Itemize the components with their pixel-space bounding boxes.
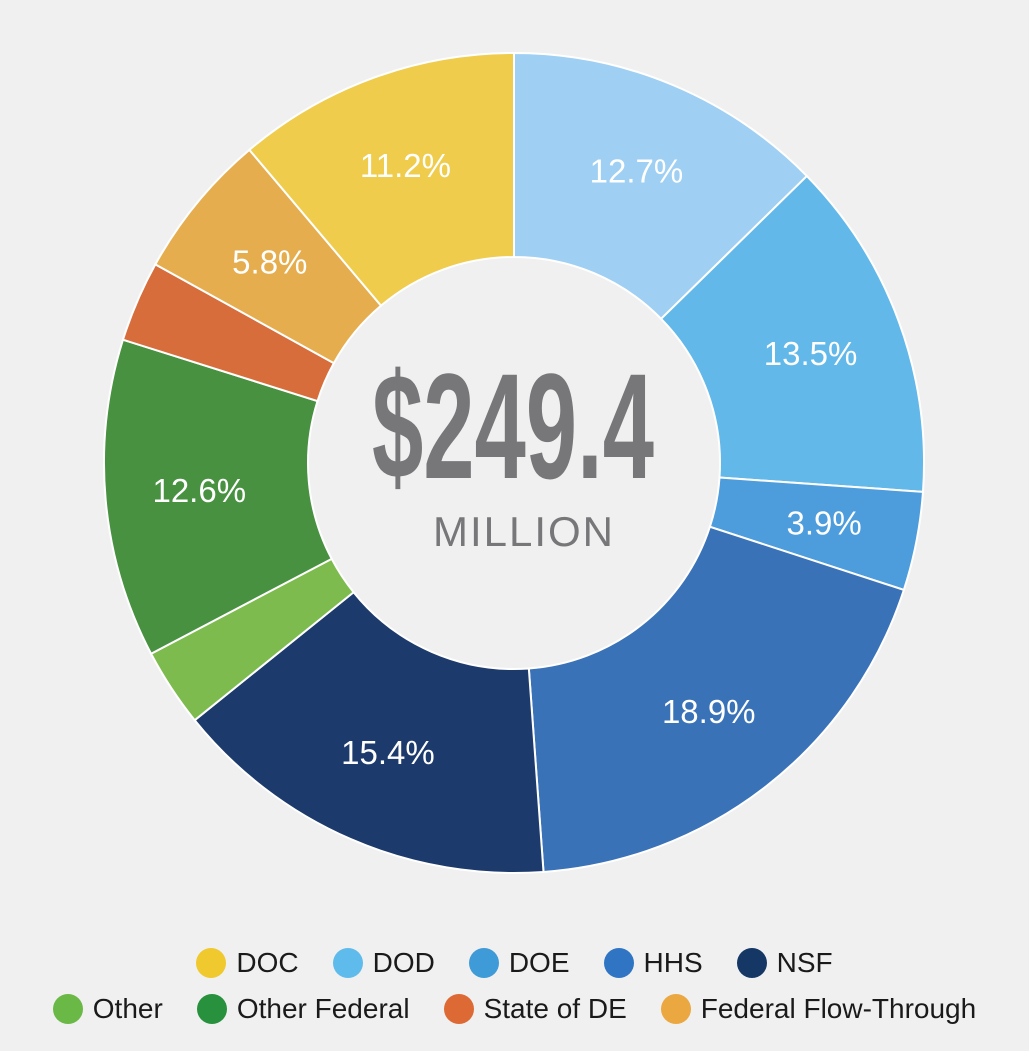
slice-label-dod-1: 13.5% — [764, 335, 858, 372]
donut-slice-doc-9 — [247, 51, 515, 308]
legend-label-hhs: HHS — [643, 947, 703, 978]
legend-swatch-nsf — [736, 948, 767, 978]
legend-swatch-dod — [332, 948, 363, 978]
slice-label-nsf-4: 15.4% — [341, 734, 435, 771]
donut-slice-dod-0 — [513, 51, 809, 321]
legend-swatch-hhs — [603, 948, 634, 978]
legend-item-state-of-de: State of DE — [443, 993, 627, 1025]
legend-swatch-doe — [468, 948, 499, 978]
legend-swatch-federal-flow-through — [660, 994, 691, 1024]
legend-label-dod: DOD — [372, 947, 435, 978]
legend-swatch-other-federal — [196, 994, 227, 1024]
legend-item-dod: DOD — [332, 947, 435, 979]
chart-legend: DOC DOD DOE HHS NSF Other Other Federal — [0, 940, 1029, 1032]
donut-slice-hhs-3 — [527, 525, 906, 874]
legend-label-other-federal: Other Federal — [236, 993, 410, 1024]
legend-row-1: DOC DOD DOE HHS NSF — [0, 940, 1029, 986]
slice-label-federal-flow-through-8: 5.8% — [232, 243, 307, 280]
legend-swatch-state-of-de — [443, 994, 474, 1024]
donut-slice-labels: 12.7% 13.5% 3.9% 18.9% 15.4% 12.6% 5.8% 11.2% — [152, 147, 861, 771]
legend-item-other: Other — [52, 993, 163, 1025]
legend-label-federal-flow-through: Federal Flow-Through — [700, 993, 977, 1024]
slice-label-doe-2: 3.9% — [787, 504, 862, 541]
slice-label-other-federal-6: 12.6% — [152, 472, 246, 509]
legend-item-nsf: NSF — [736, 947, 833, 979]
legend-item-other-federal: Other Federal — [196, 993, 410, 1025]
legend-item-hhs: HHS — [603, 947, 703, 979]
slice-label-dod-0: 12.7% — [590, 153, 684, 190]
legend-item-doe: DOE — [468, 947, 570, 979]
legend-item-doc: DOC — [196, 947, 299, 979]
legend-label-other: Other — [92, 993, 163, 1024]
slice-label-hhs-3: 18.9% — [662, 693, 756, 730]
legend-label-state-of-de: State of DE — [483, 993, 627, 1024]
donut-slice-nsf-4 — [193, 590, 545, 874]
center-total-amount: $249.4 — [372, 342, 654, 510]
slice-label-doc-9: 11.2% — [360, 147, 451, 184]
donut-slice-other-federal-6 — [103, 338, 334, 656]
legend-row-2: Other Other Federal State of DE Federal … — [0, 986, 1029, 1032]
legend-swatch-other — [52, 994, 83, 1024]
donut-slice-dod-1 — [659, 174, 925, 493]
legend-label-nsf: NSF — [776, 947, 833, 978]
legend-label-doc: DOC — [236, 947, 299, 978]
legend-swatch-doc — [196, 948, 227, 978]
donut-chart: 12.7% 13.5% 3.9% 18.9% 15.4% 12.6% 5.8% 11.2% $… — [103, 51, 925, 874]
legend-item-federal-flow-through: Federal Flow-Through — [660, 993, 977, 1025]
legend-label-doe: DOE — [508, 947, 570, 978]
center-total-unit: MILLION — [433, 508, 615, 555]
donut-slices — [103, 51, 925, 874]
